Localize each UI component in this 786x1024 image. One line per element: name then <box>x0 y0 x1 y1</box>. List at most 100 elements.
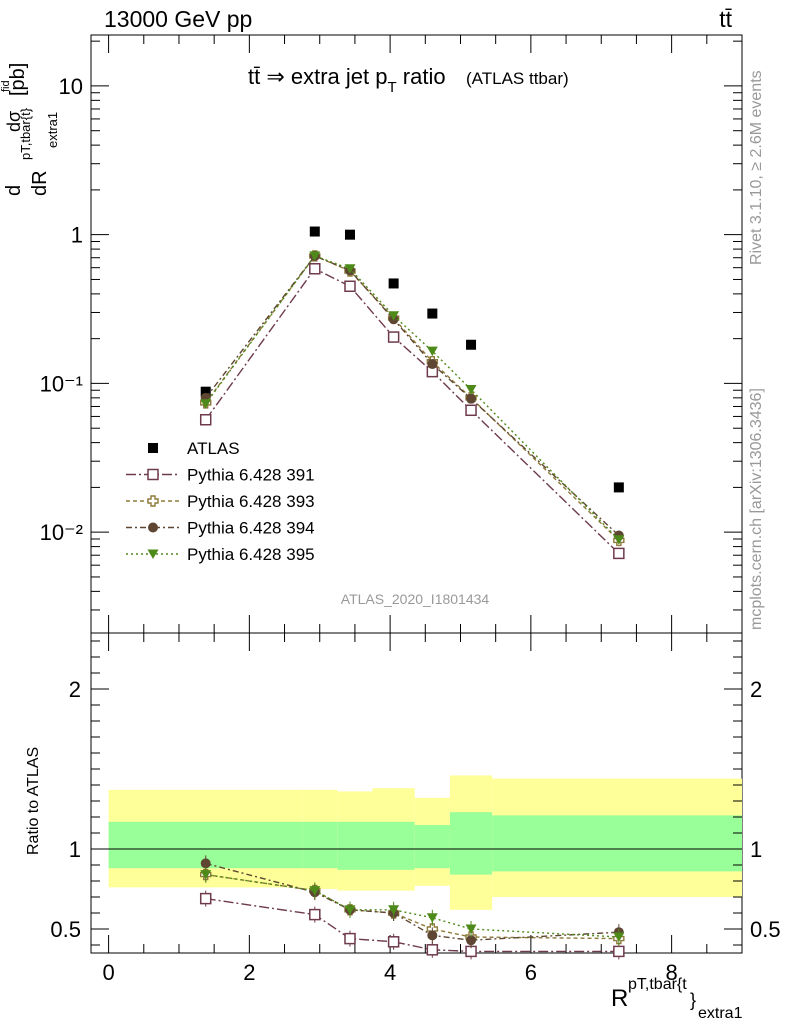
y-tick-label-bottom-left: 1 <box>69 837 81 862</box>
y-tick-label-bottom-left: 2 <box>69 677 81 702</box>
y-tick-label-bottom-right: 0.5 <box>750 917 781 942</box>
point-pythia-6-428-395 <box>388 311 400 321</box>
x-tick-label: 2 <box>243 960 255 985</box>
title-paren: (ATLAS ttbar) <box>466 69 569 88</box>
legend-label-pythia-6-428-393: Pythia 6.428 393 <box>187 492 315 511</box>
point-pythia-6-428-391 <box>309 263 321 275</box>
y-tick-label-bottom-left: 0.5 <box>50 917 81 942</box>
ratio-point-pythia-6-428-395 <box>388 905 400 915</box>
ratio-point-pythia-6-428-395 <box>613 932 625 942</box>
band-inner-3 <box>372 821 415 870</box>
point-pythia-6-428-395 <box>465 385 477 395</box>
ratio-line-pythia-6-428-391 <box>205 897 619 953</box>
xlabel-r: R <box>611 985 628 1012</box>
y-tick-label-top: 1 <box>71 223 83 248</box>
ratio-point-pythia-6-428-395 <box>344 905 356 915</box>
x-tick-label: 0 <box>102 960 114 985</box>
legend-marker-pythia-6-428-391 <box>147 468 159 481</box>
point-pythia-6-428-391 <box>465 404 477 417</box>
xlabel-brace: } <box>690 990 696 1010</box>
ylabel-sup: pT,tbar{t} <box>18 107 33 160</box>
legend-label-pythia-6-428-391: Pythia 6.428 391 <box>187 466 315 485</box>
ratio-point-pythia-6-428-391 <box>309 908 321 921</box>
ratio-point-pythia-6-428-395 <box>426 913 438 923</box>
band-inner-1 <box>302 821 338 869</box>
legend-label-pythia-6-428-395: Pythia 6.428 395 <box>187 545 315 564</box>
energy-label: 13000 GeV pp <box>104 6 252 32</box>
ratio-panel-series <box>199 855 625 960</box>
band-inner-4 <box>414 825 450 869</box>
top-panel-frame <box>90 34 743 634</box>
point-pythia-6-428-395 <box>426 346 438 357</box>
analysis-id: ATLAS_2020_I1801434 <box>341 591 490 607</box>
xlabel-sub: extra1 <box>698 1005 743 1022</box>
y-tick-label-bottom-right: 2 <box>750 677 762 702</box>
uncertainty-bands <box>91 775 742 910</box>
point-pythia-6-428-391 <box>387 331 400 343</box>
ylabel-d: d <box>3 185 25 196</box>
x-tick-label: 4 <box>384 960 396 985</box>
process-label: tt̄ <box>719 6 732 32</box>
point-pythia-6-428-395 <box>309 251 321 261</box>
ratio-point-pythia-6-428-395 <box>309 886 321 896</box>
point-pythia-6-428-394 <box>427 359 438 370</box>
point-atlas <box>200 386 211 397</box>
rivet-label: Rivet 3.1.10, ≥ 2.6M events <box>748 70 765 265</box>
y-tick-label-bottom-right: 1 <box>750 837 762 862</box>
point-atlas <box>613 482 624 493</box>
x-tick-label: 8 <box>665 960 677 985</box>
point-pythia-6-428-391 <box>613 547 625 560</box>
ratio-point-pythia-6-428-395 <box>200 870 212 880</box>
ylabel-sub: extra1 <box>45 112 60 148</box>
ratio-point-pythia-6-428-391 <box>613 945 625 958</box>
point-atlas <box>309 226 320 237</box>
ratio-point-pythia-6-428-394 <box>466 935 477 946</box>
point-atlas <box>427 308 438 319</box>
point-atlas <box>466 339 477 350</box>
ylabel-fid: fid <box>0 80 12 92</box>
band-inner-6 <box>492 815 742 872</box>
ratio-point-pythia-6-428-394 <box>427 930 438 941</box>
legend-label-atlas: ATLAS <box>187 439 240 458</box>
xlabel-sup: pT,tbar{t <box>628 976 687 993</box>
legend-marker-atlas <box>148 443 158 453</box>
y-tick-label-top: 10⁻² <box>40 520 83 545</box>
legend: ATLAS Pythia 6.428 391 Pythia 6.428 393 Pyt… <box>126 439 315 564</box>
band-inner-5 <box>449 812 493 875</box>
x-axis-label: R pT,tbar{t } extra1 <box>611 976 743 1022</box>
point-pythia-6-428-395 <box>344 264 356 274</box>
point-pythia-6-428-391 <box>344 280 356 293</box>
svg-text:tt̄ ⇒ extra jet pT ratio: tt̄ ⇒ extra jet pT ratio <box>248 64 446 96</box>
axes: 10 1 10⁻¹ 10⁻² 0 2 4 6 8 0.5 0.5 1 1 2 2 <box>40 35 781 985</box>
ylabel-dsigma: dσ <box>4 111 24 132</box>
point-pythia-6-428-395 <box>200 399 212 409</box>
point-atlas <box>344 229 355 240</box>
mcplots-label: mcplots.cern.ch [arXiv:1306.3436] <box>748 388 765 630</box>
ratio-point-pythia-6-428-391 <box>426 944 439 956</box>
y-tick-label-top: 10 <box>59 74 83 99</box>
ratio-point-pythia-6-428-391 <box>199 892 212 905</box>
ylabel-unit: [pb] <box>7 63 29 96</box>
ratio-point-pythia-6-428-391 <box>387 936 400 948</box>
y-axis-label-top: d dσ fid dR pT,tbar{t} extra1 [pb] <box>0 63 60 196</box>
x-tick-label: 6 <box>525 960 537 985</box>
ratio-point-pythia-6-428-395 <box>465 924 477 934</box>
point-pythia-6-428-395 <box>613 535 625 545</box>
legend-marker-pythia-6-428-394 <box>148 522 158 533</box>
ylabel-dr: dR <box>29 170 51 196</box>
band-inner-2 <box>337 821 373 870</box>
legend-marker-pythia-6-428-395 <box>147 549 159 559</box>
point-pythia-6-428-394 <box>466 393 477 404</box>
ratio-point-pythia-6-428-391 <box>344 932 356 945</box>
title-tail: ratio <box>397 64 446 89</box>
title-sub: T <box>388 79 397 96</box>
point-pythia-6-428-391 <box>199 413 212 426</box>
legend-label-pythia-6-428-394: Pythia 6.428 394 <box>187 519 315 538</box>
top-panel-series <box>199 226 625 560</box>
ratio-point-pythia-6-428-394 <box>200 858 211 869</box>
point-atlas <box>388 278 399 289</box>
title-main: tt̄ ⇒ extra jet p <box>248 64 388 89</box>
plot-title: tt̄ ⇒ extra jet pT ratio (ATLAS ttbar) <box>248 64 569 96</box>
legend-marker-pythia-6-428-393 <box>147 495 159 507</box>
